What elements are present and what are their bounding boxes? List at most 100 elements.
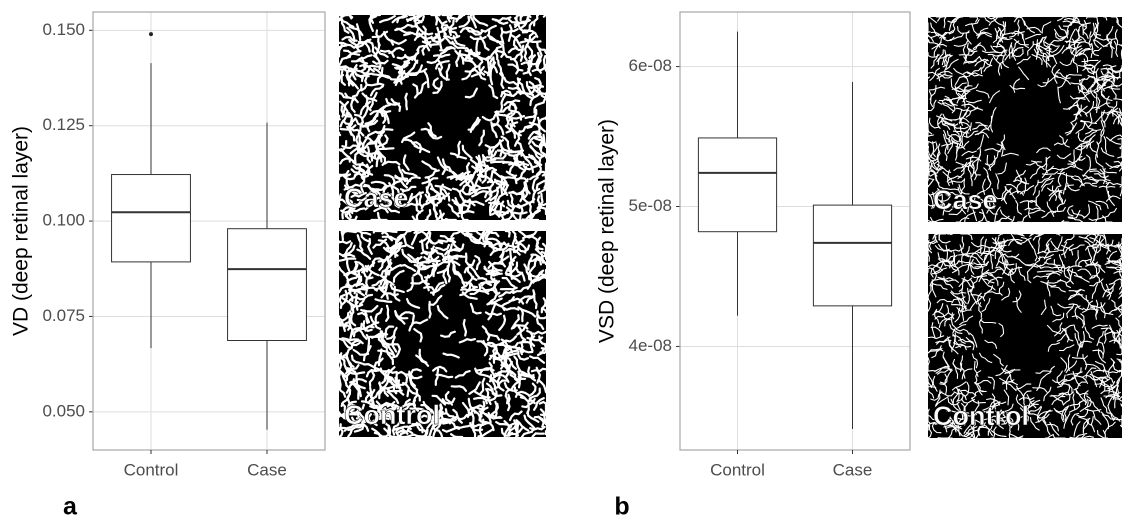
vessel bbox=[970, 275, 988, 279]
vessel bbox=[1097, 348, 1106, 364]
vessel bbox=[971, 353, 979, 369]
vessel bbox=[931, 281, 937, 298]
vessel bbox=[1108, 304, 1123, 314]
vessel bbox=[1089, 278, 1104, 287]
vessel bbox=[1010, 44, 1017, 61]
vessel bbox=[1029, 417, 1040, 431]
vessel bbox=[410, 68, 428, 76]
vessel bbox=[404, 92, 408, 111]
vessel bbox=[519, 396, 536, 405]
vessel bbox=[974, 261, 989, 268]
vessel bbox=[384, 258, 392, 276]
vessel bbox=[960, 389, 977, 396]
vessel bbox=[344, 92, 359, 104]
vessel bbox=[961, 278, 975, 289]
vessel bbox=[434, 184, 452, 191]
vessel bbox=[947, 233, 953, 236]
vessel bbox=[1106, 282, 1116, 297]
vessel bbox=[387, 264, 402, 276]
vessel bbox=[377, 239, 390, 252]
vessel bbox=[488, 345, 498, 361]
vessel bbox=[1068, 401, 1081, 413]
vessel bbox=[535, 57, 542, 74]
vessel bbox=[1070, 176, 1085, 187]
vessel bbox=[1082, 353, 1088, 370]
vessel bbox=[964, 381, 970, 398]
panel-label: a bbox=[63, 493, 78, 520]
vessel bbox=[539, 404, 548, 417]
vessel bbox=[1054, 32, 1068, 40]
vessel bbox=[1094, 378, 1111, 385]
vessel bbox=[927, 414, 938, 421]
vessel bbox=[510, 102, 517, 118]
vessel bbox=[500, 338, 509, 354]
vessel bbox=[968, 252, 984, 261]
vessel bbox=[1063, 17, 1081, 23]
vessel bbox=[355, 269, 361, 288]
vessel bbox=[495, 191, 508, 206]
vessel bbox=[927, 424, 933, 439]
vessel bbox=[1100, 411, 1116, 420]
vessel bbox=[1068, 288, 1085, 292]
vessel bbox=[356, 146, 370, 158]
vessel bbox=[359, 176, 366, 194]
vessel bbox=[537, 116, 548, 124]
vessel bbox=[369, 405, 387, 413]
vessel bbox=[420, 127, 436, 137]
vessel bbox=[345, 68, 352, 85]
vessel bbox=[524, 108, 538, 120]
vessel bbox=[337, 91, 349, 99]
vessel bbox=[1064, 122, 1078, 134]
vessel bbox=[1068, 97, 1081, 111]
vessel bbox=[1013, 179, 1030, 185]
vessel bbox=[371, 332, 389, 339]
vessel bbox=[965, 30, 972, 45]
vessel bbox=[373, 105, 386, 120]
vessel bbox=[352, 348, 370, 356]
vessel bbox=[524, 157, 534, 174]
vessel bbox=[1046, 324, 1061, 335]
vessel bbox=[1090, 47, 1102, 59]
vessel bbox=[487, 303, 496, 321]
vessel bbox=[964, 56, 980, 64]
vessel bbox=[1119, 186, 1123, 197]
vessel bbox=[1009, 84, 1026, 90]
vessel bbox=[1001, 20, 1006, 37]
vessel bbox=[996, 141, 1003, 157]
vessel bbox=[936, 421, 948, 433]
vessel bbox=[939, 30, 954, 39]
vessel bbox=[428, 294, 443, 306]
vessel bbox=[1067, 268, 1083, 278]
vessel bbox=[950, 261, 960, 276]
vessel bbox=[337, 44, 348, 55]
vessel bbox=[942, 356, 952, 372]
vessel bbox=[997, 250, 1006, 264]
vessel bbox=[528, 257, 539, 274]
plot-border bbox=[92, 11, 326, 451]
vessel bbox=[1107, 379, 1121, 390]
vessel bbox=[513, 386, 526, 399]
vessel bbox=[1075, 28, 1087, 42]
vessel bbox=[927, 22, 931, 34]
vessel bbox=[1045, 55, 1054, 68]
vessel bbox=[494, 16, 512, 22]
vessel bbox=[974, 58, 989, 67]
vessel bbox=[927, 52, 940, 58]
vessel bbox=[1085, 367, 1097, 379]
vessel bbox=[518, 229, 534, 239]
vessel bbox=[1037, 410, 1053, 418]
vessel bbox=[498, 139, 504, 157]
vessel bbox=[1025, 411, 1040, 419]
vessel bbox=[1075, 249, 1080, 267]
vessel bbox=[976, 27, 989, 39]
vessel bbox=[1073, 381, 1087, 391]
vessel bbox=[1041, 21, 1052, 34]
vessel bbox=[1007, 414, 1011, 432]
vessel bbox=[459, 283, 472, 297]
vessel bbox=[379, 274, 395, 286]
image-label: Control bbox=[933, 401, 1029, 431]
vessel bbox=[936, 298, 952, 304]
vessel bbox=[432, 365, 448, 373]
vessel bbox=[516, 165, 528, 181]
vessel bbox=[354, 293, 359, 311]
